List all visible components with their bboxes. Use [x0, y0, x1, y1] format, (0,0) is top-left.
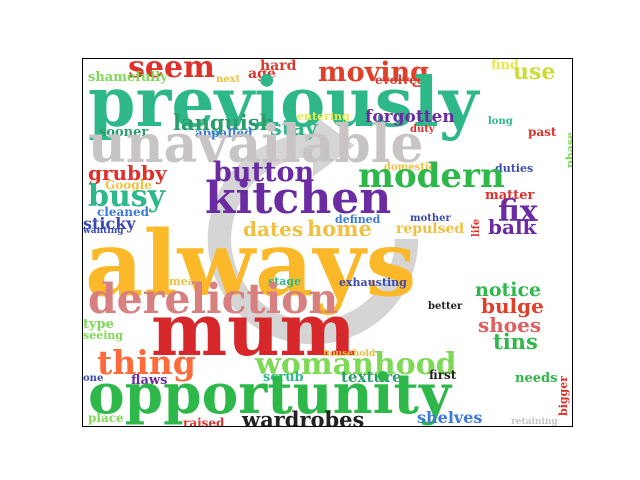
word-first: first: [429, 368, 457, 382]
word-cloud: seem hard moving find use shamefully next age ev…: [83, 59, 572, 426]
word-busy: busy: [88, 179, 166, 214]
word-hard: hard: [260, 58, 297, 74]
word-languish: languish: [173, 110, 275, 135]
word-kitchen: kitchen: [205, 173, 392, 224]
word-duty: duty: [410, 124, 435, 135]
word-womanhood: womanhood: [255, 347, 457, 382]
word-domestic: domestic: [384, 162, 435, 173]
word-appalled: appalled: [195, 126, 253, 140]
word-defined: defined: [335, 213, 381, 226]
word-dates: dates: [243, 217, 304, 241]
word-wardrobes: wardrobes: [242, 407, 365, 427]
word-exhausting: exhausting: [339, 276, 407, 289]
word-flaws: flaws: [131, 373, 168, 388]
word-repulsed: repulsed: [396, 221, 465, 237]
word-one: one: [83, 373, 104, 384]
word-cloud-frame: seem hard moving find use shamefully next age ev…: [82, 58, 573, 427]
word-moving: moving: [318, 58, 430, 88]
word-grubby: grubby: [88, 161, 167, 185]
word-tins: tins: [493, 329, 538, 354]
word-notice: notice: [475, 279, 542, 301]
word-modern: modern: [358, 156, 505, 196]
word-shoes: shoes: [478, 313, 542, 337]
word-stage: stage: [268, 275, 302, 288]
word-bulge: bulge: [481, 294, 544, 318]
word-phase: phase: [564, 131, 573, 168]
word-find: find: [491, 58, 519, 73]
word-dereliction: dereliction: [88, 275, 339, 323]
word-shamefully: shamefully: [88, 70, 168, 85]
word-needs: needs: [515, 371, 558, 386]
word-balk: balk: [488, 215, 537, 239]
word-mean: mean: [169, 275, 203, 288]
word-long: long: [488, 116, 513, 127]
word-opportunity: opportunity: [88, 361, 451, 426]
word-household: household: [323, 349, 376, 359]
word-always: always: [85, 211, 417, 317]
word-place: place: [88, 411, 124, 425]
word-evolved: evolved: [375, 73, 426, 87]
word-fix: fix: [498, 194, 538, 229]
word-sticky: sticky: [83, 214, 136, 233]
word-shelves: shelves: [417, 408, 483, 427]
word-scrub: scrub: [263, 370, 304, 385]
word-better: better: [428, 301, 463, 312]
word-seem: seem: [128, 58, 215, 85]
word-raised: raised: [183, 416, 225, 427]
word-mother: mother: [410, 213, 451, 224]
word-use: use: [513, 59, 556, 85]
word-texture: texture: [341, 368, 402, 386]
word-past: past: [528, 125, 557, 139]
word-next: next: [216, 74, 241, 85]
word-previously: previously: [88, 63, 479, 143]
word-stay: stay: [270, 115, 318, 140]
word-entering: entering: [297, 110, 350, 123]
word-life: life: [471, 218, 482, 237]
word-thing: thing: [97, 343, 196, 382]
word-mum: mum: [151, 287, 356, 372]
word-forgotten: forgotten: [365, 107, 455, 127]
word-age: age: [248, 66, 276, 82]
word-google: Google: [105, 178, 152, 192]
word-button: button: [213, 157, 315, 188]
word-cleaned: cleaned: [97, 205, 150, 219]
word-unavailable: unavailable: [88, 114, 424, 175]
refresh-icon: [207, 114, 419, 345]
word-bigger: bigger: [557, 375, 570, 416]
word-seeing: seeing: [83, 329, 124, 342]
word-home: home: [307, 216, 372, 241]
word-wanting: wanting: [83, 226, 124, 236]
word-retaining: retaining: [511, 417, 558, 427]
word-duties: duties: [495, 162, 534, 175]
word-sooner: sooner: [99, 125, 149, 140]
word-type: type: [83, 317, 114, 332]
word-matter: matter: [485, 188, 535, 203]
